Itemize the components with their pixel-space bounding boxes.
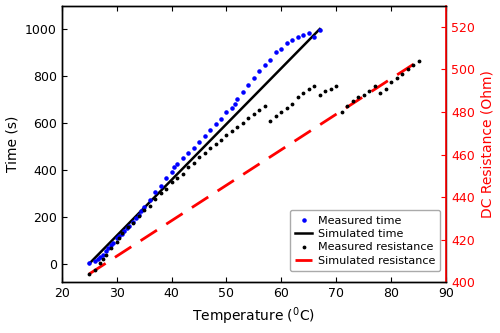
Measured time (86, 261, 92, 265)
Measured resistance (180, 172, 186, 176)
Measured resistance (86, 272, 92, 276)
Measured resistance (416, 59, 422, 63)
Legend: Measured time, Simulated time, Measured resistance, Simulated resistance: Measured time, Simulated time, Measured … (290, 210, 440, 271)
Measured resistance (410, 63, 416, 67)
Measured resistance (312, 85, 318, 89)
Measured resistance (234, 125, 240, 129)
Measured time (229, 106, 235, 110)
Measured resistance (246, 117, 252, 121)
X-axis label: Temperature ($^0$C): Temperature ($^0$C) (192, 306, 316, 327)
Line: Measured time: Measured time (86, 27, 323, 266)
Measured time (202, 134, 207, 138)
Measured resistance (168, 180, 174, 184)
Measured time (190, 146, 196, 150)
Measured time (207, 128, 213, 132)
Measured time (317, 28, 323, 32)
Line: Measured resistance: Measured resistance (87, 59, 421, 276)
Y-axis label: DC Resistance (Ohm): DC Resistance (Ohm) (480, 70, 494, 218)
Measured time (114, 236, 119, 240)
Measured time (146, 198, 152, 202)
Y-axis label: Time (s): Time (s) (6, 116, 20, 172)
